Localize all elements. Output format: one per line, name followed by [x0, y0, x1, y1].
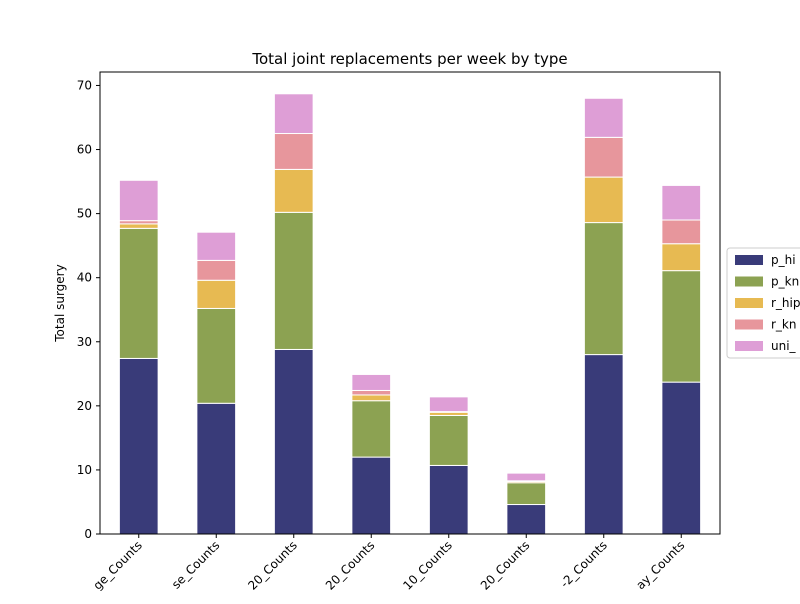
legend-swatch — [735, 255, 763, 265]
bar-segment-r-kn-3 — [351, 389, 392, 396]
bar-segment-p-kn-4 — [428, 414, 469, 466]
legend-label: uni_ — [771, 339, 797, 353]
bar-segment-p-hi-0 — [118, 357, 159, 535]
bar-segment-uni--1 — [196, 231, 237, 261]
y-tick-label: 60 — [77, 143, 92, 157]
x-tick-label: ge_Counts — [91, 538, 145, 592]
bar-segment-r-kn-1 — [196, 259, 237, 281]
bar-segment-p-hi-1 — [196, 402, 237, 535]
y-tick-label: 50 — [77, 207, 92, 221]
bar-segment-p-hi-4 — [428, 464, 469, 535]
x-tick-label: ay_Counts — [633, 538, 687, 592]
y-tick-label: 40 — [77, 271, 92, 285]
bar-segment-r-hip-2 — [273, 168, 314, 213]
bar-segment-p-kn-1 — [196, 307, 237, 404]
y-tick-label: 0 — [84, 527, 92, 541]
legend-swatch — [735, 298, 763, 308]
bar-segment-uni--3 — [351, 373, 392, 391]
bar-segment-p-hi-3 — [351, 456, 392, 535]
bar-segment-r-kn-2 — [273, 133, 314, 170]
bar-segment-p-kn-3 — [351, 400, 392, 458]
bar-segment-uni--4 — [428, 396, 469, 413]
bar-segment-r-hip-7 — [661, 243, 702, 272]
x-tick-label: 20_Counts — [245, 538, 300, 593]
x-tick-label: -2_Counts — [558, 538, 610, 590]
bar-segment-uni--5 — [506, 472, 547, 482]
bars-layer — [118, 93, 702, 535]
y-tick-label: 10 — [77, 463, 92, 477]
y-axis-label: Total surgery — [53, 264, 67, 342]
bar-segment-r-hip-3 — [351, 394, 392, 402]
bar-segment-uni--6 — [583, 97, 624, 138]
x-tick-label: 20_Counts — [323, 538, 378, 593]
legend-swatch — [735, 341, 763, 351]
y-tick-label: 20 — [77, 399, 92, 413]
plot-frame — [99, 71, 721, 535]
bar-segment-p-kn-2 — [273, 211, 314, 350]
legend-swatch — [735, 319, 763, 330]
x-tick-label: 10_Counts — [400, 538, 455, 593]
bar-segment-uni--7 — [661, 184, 702, 221]
bar-segment-uni--0 — [118, 179, 159, 222]
bar-segment-r-hip-1 — [196, 279, 237, 309]
bar-segment-uni--2 — [273, 93, 314, 135]
bar-segment-r-kn-6 — [583, 136, 624, 178]
x-tick-label: 20_Counts — [478, 538, 533, 593]
legend-swatch — [735, 276, 763, 287]
bar-segment-r-hip-0 — [118, 223, 159, 229]
legend-label: r_hip — [771, 296, 800, 310]
legend-label: p_hi — [771, 253, 796, 267]
legend: p_hi p_kn r_hip r_kn uni_ — [726, 247, 800, 359]
y-tick-label: 30 — [77, 335, 92, 349]
bar-segment-p-kn-0 — [118, 227, 159, 359]
x-tick-label: se_Counts — [169, 538, 222, 591]
bar-segment-p-kn-6 — [583, 222, 624, 356]
bar-segment-p-kn-7 — [661, 270, 702, 383]
bar-segment-p-hi-6 — [583, 354, 624, 535]
legend-box — [726, 247, 800, 359]
bar-segment-p-hi-2 — [273, 348, 314, 535]
legend-label: r_kn — [771, 318, 797, 332]
bar-segment-p-hi-5 — [506, 504, 547, 535]
bar-segment-p-kn-5 — [506, 482, 547, 506]
legend-label: p_kn — [771, 275, 799, 289]
chart-title: Total joint replacements per week by typ… — [251, 50, 567, 68]
bar-segment-p-hi-7 — [661, 381, 702, 535]
bar-segment-r-hip-6 — [583, 176, 624, 224]
bar-segment-r-kn-7 — [661, 219, 702, 245]
y-tick-label: 70 — [77, 78, 92, 92]
